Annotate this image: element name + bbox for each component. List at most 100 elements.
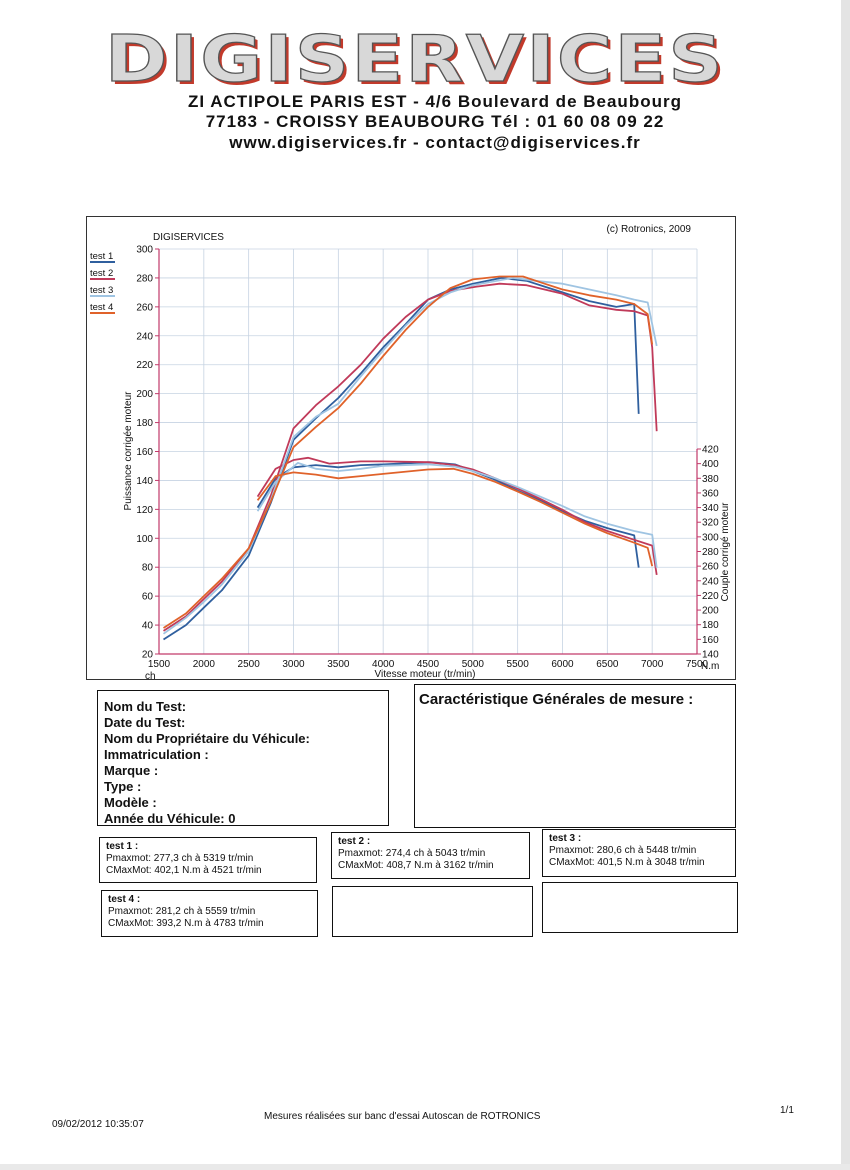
year-field: Année du Véhicule: 0 (104, 811, 236, 826)
right-tick-label: 380 (702, 474, 719, 485)
test-2-torque-curve (256, 456, 658, 576)
test-4-torque-curve (256, 467, 654, 567)
x-tick-label: 4000 (372, 659, 395, 670)
right-tick-label: 200 (702, 606, 719, 617)
chart-title: DIGISERVICES (153, 232, 224, 243)
x-tick-label: 2000 (193, 659, 216, 670)
print-datetime: 09/02/2012 10:35:07 (52, 1119, 144, 1130)
left-tick-label: 200 (136, 389, 153, 400)
registration-field: Immatriculation : (104, 747, 209, 762)
x-tick-label: 5000 (462, 659, 485, 670)
left-tick-label: 240 (136, 331, 153, 342)
vehicle-info-box: Nom du Test: Date du Test: Nom du Propri… (97, 690, 389, 826)
test-summary-title: test 2 : (338, 836, 371, 847)
test-summary-empty-6 (542, 882, 738, 933)
test-summary-3: test 3 : Pmaxmot: 280,6 ch à 5448 tr/min… (542, 829, 736, 877)
owner-field: Nom du Propriétaire du Véhicule: (104, 731, 310, 746)
svg-text:DIGISERVICES: DIGISERVICES (108, 28, 728, 90)
left-tick-label: 40 (142, 621, 154, 632)
left-tick-label: 60 (142, 592, 154, 603)
x-tick-label: 5500 (507, 659, 530, 670)
right-tick-label: 340 (702, 503, 719, 514)
x-tick-label: 1500 (148, 659, 171, 670)
right-tick-label: 180 (702, 620, 719, 631)
test-summary-torque: CMaxMot: 393,2 N.m à 4783 tr/min (108, 918, 264, 929)
test-summary-power: Pmaxmot: 277,3 ch à 5319 tr/min (106, 853, 254, 864)
x-tick-label: 2500 (238, 659, 261, 670)
legend-test-4: test 4 (90, 302, 113, 313)
address-line-3: www.digiservices.fr - contact@digiservic… (229, 133, 641, 152)
model-field: Modèle : (104, 795, 157, 810)
right-tick-label: 260 (702, 562, 719, 573)
measure-characteristics-box: Caractéristique Générales de mesure : (414, 684, 736, 828)
left-tick-label: 300 (136, 245, 153, 256)
test-4-power-curve (163, 275, 654, 629)
test-3-torque-curve (256, 461, 658, 568)
type-field: Type : (104, 779, 142, 794)
page-edge-shadow-bottom (0, 1164, 850, 1170)
test-summary-title: test 1 : (106, 841, 139, 852)
x-tick-label: 6000 (551, 659, 574, 670)
test-3-power-curve (162, 277, 658, 635)
right-tick-label: 320 (702, 518, 719, 529)
digiservices-logo: DIGISERVICES DIGISERVICES (104, 28, 728, 90)
right-axis-label: Couple corrigé moteur (720, 502, 731, 602)
right-tick-label: 240 (702, 576, 719, 587)
left-tick-label: 280 (136, 273, 153, 284)
chart-copyright: (c) Rotronics, 2009 (607, 224, 692, 235)
test-summary-power: Pmaxmot: 281,2 ch à 5559 tr/min (108, 906, 256, 917)
left-tick-label: 80 (142, 563, 154, 574)
right-unit-label: N.m (701, 661, 719, 672)
test-summary-torque: CMaxMot: 402,1 N.m à 4521 tr/min (106, 865, 262, 876)
left-tick-label: 100 (136, 534, 153, 545)
left-tick-label: 120 (136, 505, 153, 516)
left-tick-label: 160 (136, 447, 153, 458)
right-tick-label: 280 (702, 547, 719, 558)
dyno-chart: 1500 2000 2500 3000 3500 4000 4500 5000 5500 6000… (86, 216, 736, 680)
dyno-chart-svg: 1500 2000 2500 3000 3500 4000 4500 5000 5500 6000… (90, 224, 731, 679)
brand-field: Marque : (104, 763, 159, 778)
left-tick-label: 140 (136, 476, 153, 487)
test-summary-1: test 1 : Pmaxmot: 277,3 ch à 5319 tr/min… (99, 837, 317, 883)
test-1-power-curve (163, 277, 640, 641)
measure-title: Caractéristique Générales de mesure : (419, 691, 694, 708)
svg-text:DIGISERVICES: DIGISERVICES (105, 28, 725, 90)
right-tick-label: 160 (702, 635, 719, 646)
test-name-field: Nom du Test: (104, 699, 187, 714)
test-summary-torque: CMaxMot: 401,5 N.m à 3048 tr/min (549, 857, 705, 868)
right-tick-label: 300 (702, 532, 719, 543)
test-summary-empty-5 (332, 886, 533, 937)
test-summary-torque: CMaxMot: 408,7 N.m à 3162 tr/min (338, 860, 494, 871)
left-tick-label: 20 (142, 650, 154, 661)
test-summary-power: Pmaxmot: 274,4 ch à 5043 tr/min (338, 848, 486, 859)
test-summary-2: test 2 : Pmaxmot: 274,4 ch à 5043 tr/min… (331, 832, 530, 879)
address-line-2: 77183 - CROISSY BEAUBOURG Tél : 01 60 08… (205, 112, 665, 131)
x-tick-label: 7500 (686, 659, 709, 670)
left-tick-label: 260 (136, 302, 153, 313)
x-tick-label: 6500 (596, 659, 619, 670)
x-tick-label: 3000 (282, 659, 305, 670)
right-tick-label: 140 (702, 650, 719, 661)
footer-note: Mesures réalisées sur banc d'essai Autos… (264, 1111, 541, 1122)
right-tick-label: 220 (702, 591, 719, 602)
x-tick-label: 7000 (641, 659, 664, 670)
x-tick-label: 4500 (417, 659, 440, 670)
right-tick-label: 400 (702, 459, 719, 470)
right-tick-label: 420 (702, 445, 719, 456)
test-summary-power: Pmaxmot: 280,6 ch à 5448 tr/min (549, 845, 697, 856)
left-tick-label: 220 (136, 360, 153, 371)
x-tick-label: 3500 (327, 659, 350, 670)
page-edge-shadow (841, 0, 850, 1170)
left-tick-label: 180 (136, 418, 153, 429)
right-tick-label: 360 (702, 488, 719, 499)
legend-test-2: test 2 (90, 268, 113, 279)
legend-test-1: test 1 (90, 251, 113, 262)
test-summary-title: test 4 : (108, 894, 141, 905)
test-summary-4: test 4 : Pmaxmot: 281,2 ch à 5559 tr/min… (101, 890, 318, 937)
test-date-field: Date du Test: (104, 715, 186, 730)
test-summary-title: test 3 : (549, 833, 582, 844)
address-line-1: ZI ACTIPOLE PARIS EST - 4/6 Boulevard de… (188, 92, 682, 111)
page-number: 1/1 (780, 1105, 794, 1116)
x-axis-label: Vitesse moteur (tr/min) (375, 669, 476, 679)
left-axis-label: Puissance corrigée moteur (123, 391, 134, 511)
